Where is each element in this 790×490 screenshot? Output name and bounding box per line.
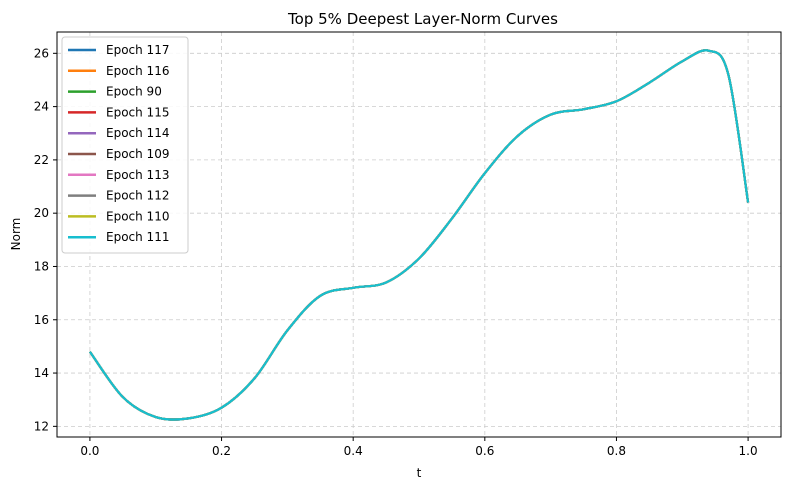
legend-entry: Epoch 117	[106, 43, 169, 57]
legend-entry: Epoch 113	[106, 168, 169, 182]
y-tick-label: 26	[34, 46, 49, 60]
x-tick-label: 0.4	[344, 444, 363, 458]
legend-entry: Epoch 112	[106, 189, 169, 203]
y-tick-label: 24	[34, 100, 49, 114]
series-line	[89, 49, 750, 421]
series-line	[89, 49, 750, 421]
x-tick-label: 0.0	[80, 444, 99, 458]
y-axis-label: Norm	[9, 218, 23, 251]
y-tick-label: 22	[34, 153, 49, 167]
y-tick-label: 12	[34, 419, 49, 433]
series-line	[89, 49, 750, 421]
legend-entry: Epoch 90	[106, 85, 162, 99]
series-line	[89, 49, 750, 421]
legend-entry: Epoch 109	[106, 147, 169, 161]
x-tick-label: 0.8	[607, 444, 626, 458]
legend-entry: Epoch 115	[106, 105, 169, 119]
series-line	[89, 49, 750, 421]
x-tick-label: 0.2	[212, 444, 231, 458]
series-line	[89, 49, 750, 421]
series-line	[89, 49, 750, 421]
y-axis: 12 14 16 18 20 22 24 26	[34, 46, 57, 433]
series-line	[89, 49, 750, 421]
legend-entry: Epoch 114	[106, 126, 169, 140]
y-tick-label: 18	[34, 259, 49, 273]
x-axis-label: t	[417, 466, 422, 480]
x-axis: 0.0 0.2 0.4 0.6 0.8 1.0	[80, 437, 758, 458]
y-tick-label: 14	[34, 366, 49, 380]
series-line	[89, 49, 750, 421]
legend-entry: Epoch 111	[106, 230, 169, 244]
y-tick-label: 20	[34, 206, 49, 220]
series-line	[89, 49, 750, 421]
y-tick-label: 16	[34, 313, 49, 327]
plot-frame	[56, 31, 782, 438]
x-tick-label: 0.6	[475, 444, 494, 458]
chart-title: Top 5% Deepest Layer-Norm Curves	[287, 10, 558, 28]
legend-entry: Epoch 116	[106, 64, 169, 78]
x-tick-label: 1.0	[739, 444, 758, 458]
legend-entry: Epoch 110	[106, 209, 169, 223]
series-lines	[89, 49, 750, 421]
legend: Epoch 117 Epoch 116 Epoch 90 Epoch 115 Epoch…	[61, 36, 189, 254]
